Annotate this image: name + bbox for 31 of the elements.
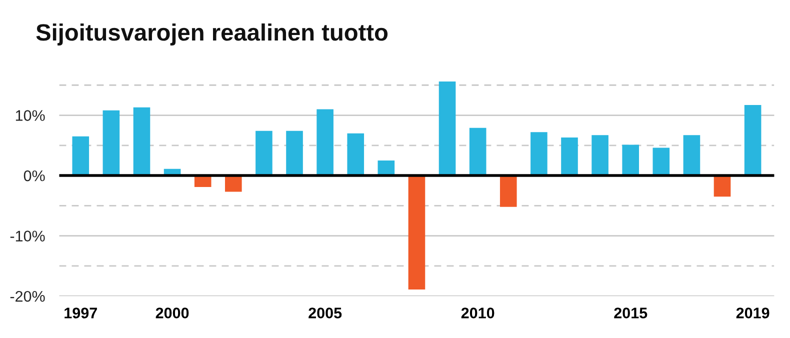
- y-tick-label: -10%: [10, 230, 45, 242]
- bar: [225, 176, 242, 192]
- bar: [469, 128, 486, 176]
- x-tick-label: 2019: [736, 308, 770, 318]
- bar: [102, 110, 120, 176]
- chart-title: Sijoitusvarojen reaalinen tuotto: [36, 23, 388, 46]
- bar: [316, 109, 334, 176]
- bar: [622, 144, 639, 176]
- bar: [408, 176, 426, 290]
- bar: [347, 133, 364, 176]
- bar: [530, 132, 548, 176]
- bar: [72, 136, 90, 176]
- bar: [256, 130, 272, 176]
- bar: [714, 176, 731, 197]
- x-tick-label: 2005: [308, 308, 342, 318]
- x-tick-label: 2010: [461, 308, 494, 318]
- y-tick-label: -20%: [10, 290, 45, 302]
- bar: [438, 82, 456, 176]
- bar: [592, 135, 608, 176]
- x-tick-label: 2015: [614, 308, 648, 318]
- bar: [652, 148, 670, 176]
- x-tick-label: 2000: [156, 308, 189, 318]
- x-tick-label: 1997: [64, 308, 97, 318]
- bar: [286, 130, 303, 176]
- bar: [683, 135, 700, 176]
- bar: [500, 176, 517, 207]
- bar: [133, 107, 150, 176]
- bar: [561, 138, 578, 176]
- y-tick-label: 0%: [24, 170, 45, 182]
- y-tick-label: 10%: [16, 110, 45, 121]
- bar: [744, 105, 762, 176]
